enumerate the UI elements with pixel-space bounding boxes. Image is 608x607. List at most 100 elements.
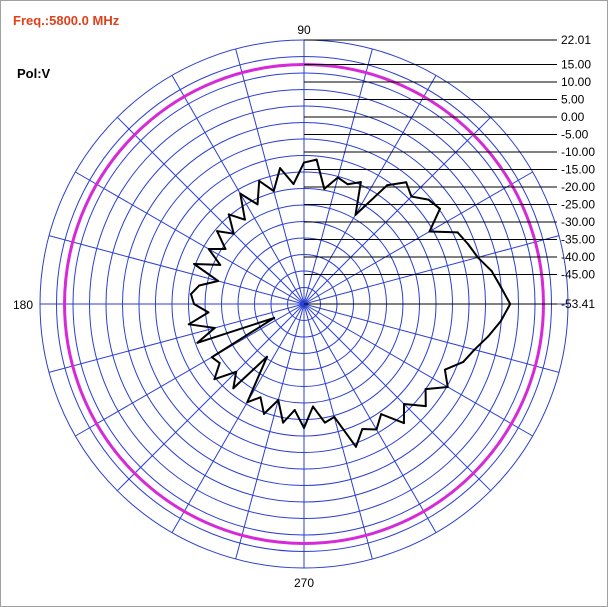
pattern-point (490, 269, 493, 272)
pattern-point (219, 263, 222, 266)
radial-tick-label: -35.00 (561, 233, 595, 247)
pattern-point (405, 181, 408, 184)
pattern-point (380, 413, 383, 416)
pattern-point (282, 421, 285, 424)
grid-spoke (116, 116, 305, 305)
pattern-point (293, 409, 296, 412)
pattern-point (476, 256, 479, 259)
pattern-point (277, 399, 280, 402)
pattern-point (263, 412, 265, 415)
pattern-point (375, 428, 378, 431)
grid-spoke (48, 235, 305, 305)
pattern-point (346, 183, 349, 186)
radial-tick-label: -40.00 (561, 250, 595, 264)
pattern-point (354, 445, 357, 448)
pattern-point (424, 388, 427, 391)
pattern-point (258, 179, 261, 182)
grid-spoke (303, 303, 437, 533)
pattern-point (386, 184, 389, 187)
pattern-point (361, 428, 364, 431)
polarization-label: Pol:V (17, 66, 51, 81)
pattern-point (207, 248, 210, 251)
pattern-point (279, 167, 282, 170)
radial-tick-label: 10.00 (561, 75, 591, 89)
pattern-point (428, 230, 431, 233)
grid-spoke (303, 75, 437, 305)
radial-tick-label: -15.00 (561, 163, 595, 177)
pattern-point (456, 231, 459, 234)
pattern-point (311, 405, 314, 408)
pattern-point (403, 403, 406, 406)
pattern-point (224, 247, 227, 250)
radial-tick-label: 15.00 (561, 58, 591, 72)
pattern-trace (187, 158, 512, 448)
pattern-point (292, 183, 295, 186)
pattern-point (239, 192, 242, 195)
pattern-point (193, 263, 196, 265)
pattern-point (467, 243, 470, 246)
pattern-point (198, 284, 201, 287)
pattern-point (499, 285, 502, 288)
grid-spoke (303, 303, 560, 373)
pattern-point (509, 303, 512, 305)
pattern-point (446, 385, 449, 388)
pattern-point (232, 232, 235, 235)
grid-spoke (303, 116, 492, 305)
pattern-point (213, 378, 216, 381)
radial-tick-label: -53.41 (561, 297, 595, 311)
grid-spoke (303, 48, 373, 305)
pattern-point (210, 356, 213, 359)
pattern-point (323, 421, 326, 424)
grid-spoke (48, 303, 305, 373)
radial-tick-label: 0.00 (561, 110, 585, 124)
pattern-point (499, 320, 502, 323)
radial-tick-label: -30.00 (561, 215, 595, 229)
grid-spoke (171, 75, 305, 305)
radial-tick-label: 5.00 (561, 93, 585, 107)
pattern-point (354, 213, 357, 216)
angle-label: 180 (13, 298, 33, 312)
frequency-label: Freq.:5800.0 MHz (13, 13, 120, 28)
pattern-point (443, 368, 446, 371)
pattern-point (227, 213, 230, 216)
pattern-point (473, 348, 476, 351)
pattern-point (333, 415, 336, 418)
pattern-point (438, 207, 441, 210)
pattern-point (402, 422, 405, 425)
pattern-point (315, 158, 318, 161)
pattern-point (232, 387, 235, 390)
pattern-point (259, 396, 262, 399)
grid-spoke (235, 303, 305, 560)
pattern-point (196, 341, 199, 344)
pattern-point (323, 187, 326, 190)
pattern-point (266, 355, 269, 358)
pattern-point (218, 362, 221, 365)
pattern-point (235, 370, 238, 373)
angle-label: 90 (297, 23, 311, 37)
grid-spoke (171, 303, 305, 533)
pattern-point (243, 218, 246, 221)
pattern-point (427, 198, 430, 201)
angle-label: 270 (294, 576, 314, 590)
pattern-point (193, 303, 196, 305)
radial-tick-label: -25.00 (561, 198, 595, 212)
pattern-point (410, 195, 413, 198)
pattern-point (187, 323, 190, 326)
pattern-point (336, 176, 339, 179)
pattern-point (487, 335, 490, 338)
grid-spoke (235, 48, 305, 305)
pattern-point (359, 181, 362, 184)
grid-spoke (303, 235, 560, 305)
pattern-point (207, 311, 210, 314)
pattern-point (246, 401, 249, 404)
pattern-point (303, 426, 305, 429)
grid-spoke (303, 303, 492, 492)
pattern-point (273, 316, 276, 319)
radial-tick-label: -10.00 (561, 145, 595, 159)
grid-spoke (75, 171, 305, 305)
radial-tick-label: -20.00 (561, 180, 595, 194)
grid-spoke (116, 303, 305, 492)
grid-spoke (75, 303, 305, 437)
